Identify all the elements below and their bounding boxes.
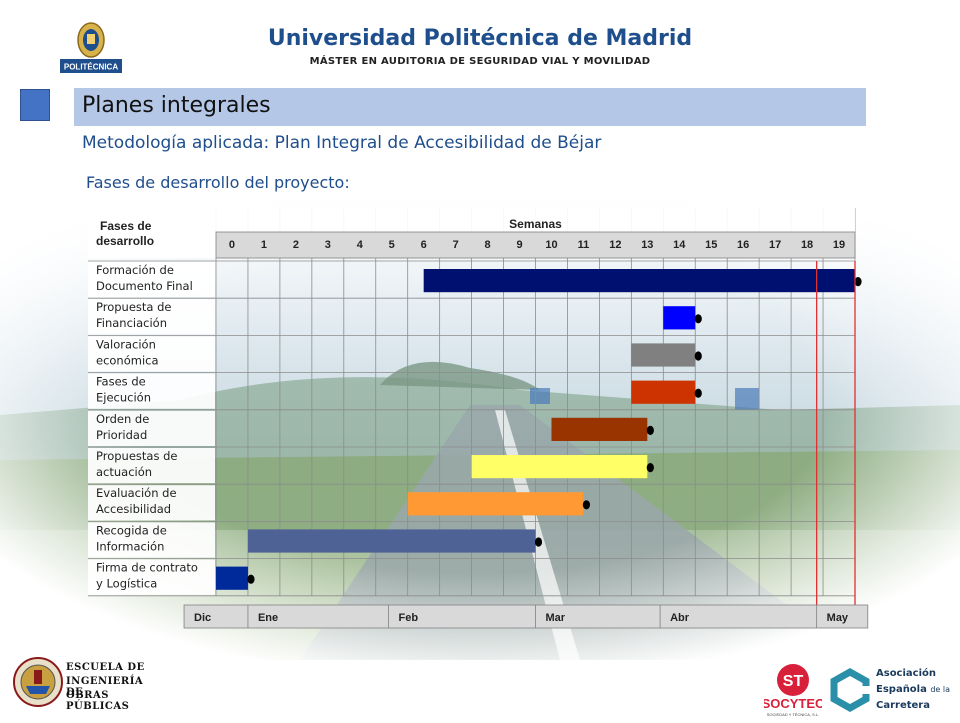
week-tick-label: 15: [705, 239, 717, 251]
month-label: May: [827, 612, 849, 624]
task-milestone-dot: [694, 314, 702, 324]
task-label: Accesibilidad: [96, 502, 171, 516]
week-tick-label: 5: [389, 239, 395, 251]
task-milestone-dot: [534, 537, 543, 547]
task-milestone-dot: [854, 277, 862, 287]
task-milestone-dot: [694, 388, 702, 398]
task-label-bg: [88, 559, 215, 595]
week-tick-label: 16: [737, 239, 749, 251]
socytec-name: SOCYTEC: [764, 696, 822, 711]
week-tick-label: 11: [578, 239, 590, 251]
task-bar: [663, 306, 696, 330]
month-label: Feb: [399, 612, 419, 624]
socytec-mark: ST: [783, 673, 804, 690]
task-label-bg: [88, 336, 215, 372]
weeks-header: Semanas: [509, 217, 562, 231]
aec-line-2: Española de la: [876, 684, 951, 695]
task-label-bg: [88, 299, 215, 335]
task-label-bg: [88, 373, 215, 409]
task-bar: [631, 380, 696, 404]
task-label: Propuesta de: [96, 300, 172, 314]
task-label: Formación de: [96, 263, 174, 277]
task-label: Documento Final: [96, 279, 193, 293]
task-bar: [631, 343, 696, 367]
task-label: Valoración: [96, 337, 156, 351]
task-label: Prioridad: [96, 428, 147, 442]
task-label-bg: [88, 485, 215, 521]
week-tick-label: 19: [833, 239, 845, 251]
task-milestone-dot: [247, 574, 255, 584]
week-tick-label: 13: [641, 239, 653, 251]
week-tick-label: 12: [609, 239, 621, 251]
socytec-sub: SOCIEDAD Y TÉCNICA, S.L.: [767, 712, 819, 717]
accent-square: [20, 89, 50, 121]
task-bar: [407, 492, 584, 516]
month-label: Dic: [194, 612, 211, 624]
week-tick-label: 17: [769, 239, 781, 251]
task-bar: [216, 566, 248, 590]
week-tick-label: 18: [801, 239, 813, 251]
escuela-logo: ESCUELA DE INGENIERÍA DE OBRAS PÚBLICAS: [12, 652, 147, 712]
task-label: Fases de: [96, 375, 146, 389]
phase-header-line: Fases de: [100, 219, 152, 233]
task-label: actuación: [96, 465, 152, 479]
task-label-bg: [88, 448, 215, 484]
phases-title: Fases de desarrollo del proyecto:: [86, 173, 350, 192]
weeks-strip: [215, 231, 856, 259]
task-label: Propuestas de: [96, 449, 177, 463]
week-tick-label: 4: [357, 239, 364, 251]
week-tick-label: 0: [229, 239, 235, 251]
task-milestone-dot: [694, 351, 702, 361]
task-milestone-dot: [646, 463, 654, 473]
task-label: Financiación: [96, 316, 167, 330]
university-title: Universidad Politécnica de Madrid: [267, 26, 693, 51]
escuela-line-3: OBRAS PÚBLICAS: [66, 690, 130, 712]
task-bar: [247, 529, 536, 553]
section-title-bar: [74, 88, 866, 126]
week-tick-label: 10: [545, 239, 557, 251]
month-label: Abr: [670, 612, 690, 624]
week-tick-label: 9: [516, 239, 522, 251]
week-tick-label: 8: [485, 239, 491, 251]
upm-logo: POLITÉCNICA: [60, 20, 122, 74]
upm-logo-label: POLITÉCNICA: [64, 63, 118, 72]
week-tick-label: 6: [421, 239, 427, 251]
task-label: Evaluación de: [96, 486, 177, 500]
months-strip: [183, 604, 869, 629]
task-label-bg: [88, 262, 215, 298]
aec-line-3: Carretera: [876, 700, 930, 711]
escuela-line-2: INGENIERÍA DE: [66, 676, 144, 698]
week-tick-label: 7: [453, 239, 459, 251]
week-tick-label: 1: [261, 239, 267, 251]
task-label: Firma de contrato: [96, 561, 198, 575]
master-subtitle: MÁSTER EN AUDITORIA DE SEGURIDAD VIAL Y …: [309, 56, 651, 67]
task-label-bg: [88, 522, 215, 558]
month-label: Mar: [546, 612, 566, 624]
task-bar: [551, 417, 648, 441]
socytec-logo: ST SOCYTEC SOCIEDAD Y TÉCNICA, S.L.: [762, 660, 825, 718]
task-label: Información: [96, 539, 164, 553]
aec-line-1: Asociación: [876, 668, 937, 679]
task-label: y Logística: [96, 577, 157, 591]
section-title: Planes integrales: [82, 93, 271, 118]
escuela-line-1: ESCUELA DE: [66, 662, 145, 673]
week-tick-label: 2: [293, 239, 299, 251]
aec-logo: Asociación Española de la Carretera: [828, 664, 958, 716]
task-label: Ejecución: [96, 391, 151, 405]
task-label-bg: [88, 410, 215, 446]
week-tick-label: 14: [673, 239, 686, 251]
task-bar: [423, 269, 855, 293]
task-milestone-dot: [582, 500, 591, 510]
task-label: Orden de: [96, 412, 149, 426]
week-tick-label: 3: [325, 239, 331, 251]
phase-header-line: desarrollo: [96, 234, 154, 248]
month-label: Ene: [258, 612, 278, 624]
task-milestone-dot: [646, 425, 654, 435]
methodology-subtitle: Metodología aplicada: Plan Integral de A…: [82, 133, 602, 153]
task-bar: [471, 455, 648, 479]
task-label: económica: [96, 353, 159, 367]
task-label: Recogida de: [96, 523, 167, 537]
